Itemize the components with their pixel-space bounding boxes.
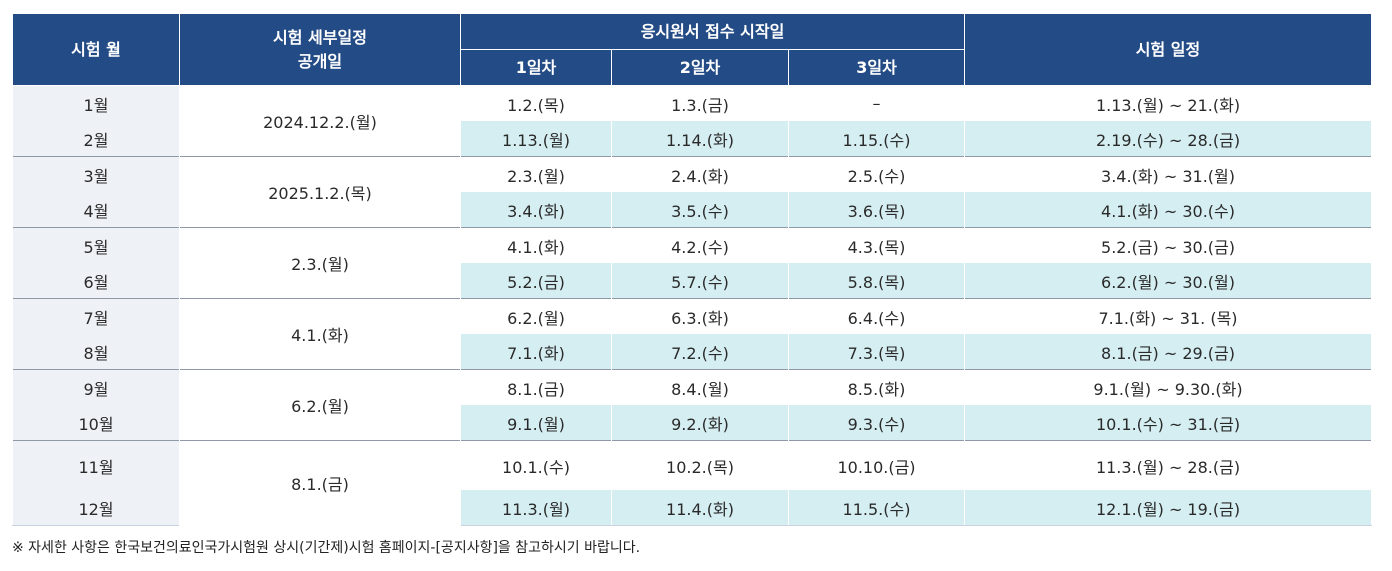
month-cell: 5월 bbox=[12, 227, 180, 263]
publish-date-cell: 4.1.(화) bbox=[179, 298, 461, 370]
table-row: 3월 2025.1.2.(목) 2.3.(월) 2.4.(화) 2.5.(수) … bbox=[12, 156, 1373, 228]
month-cell: 11월 bbox=[12, 440, 180, 490]
exam-period-cell: 9.1.(월) ~ 9.30.(화) bbox=[964, 369, 1373, 405]
table-row: 11월 8.1.(금) 10.1.(수) 10.2.(목) 10.10.(금) … bbox=[12, 440, 1373, 526]
exam-period-cell: 6.2.(월) ~ 30.(월) bbox=[964, 263, 1373, 299]
day1-cell: 6.2.(월) bbox=[460, 298, 612, 334]
table-row: 2월 1.13.(월) 1.14.(화) 1.15.(수) 2.19.(수) ~… bbox=[12, 121, 1373, 157]
publish-date-cell: 2024.12.2.(월) bbox=[179, 85, 461, 157]
exam-period-cell: 12.1.(월) ~ 19.(금) bbox=[964, 490, 1373, 526]
exam-period-cell: 7.1.(화) ~ 31. (목) bbox=[964, 298, 1373, 334]
day1-cell: 1.13.(월) bbox=[460, 121, 612, 157]
table-row: 1월 2024.12.2.(월) 1.2.(목) 1.3.(금) – 1.13.… bbox=[12, 85, 1373, 157]
table-row: 7월 4.1.(화) 6.2.(월) 6.3.(화) 6.4.(수) 7.1.(… bbox=[12, 298, 1373, 370]
day2-cell: 1.14.(화) bbox=[611, 121, 789, 157]
month-cell: 6월 bbox=[12, 263, 180, 299]
publish-date-cell: 6.2.(월) bbox=[179, 369, 461, 441]
day2-cell: 7.2.(수) bbox=[611, 334, 789, 370]
exam-schedule-table: 시험 월 시험 세부일정 공개일 응시원서 접수 시작일 시험 일정 1일차 2일… bbox=[12, 14, 1373, 526]
day3-cell: 6.4.(수) bbox=[787, 298, 966, 334]
month-cell: 8월 bbox=[12, 334, 180, 370]
exam-period-cell: 10.1.(수) ~ 31.(금) bbox=[964, 405, 1373, 441]
day2-cell: 9.2.(화) bbox=[611, 405, 789, 441]
day3-cell: 9.3.(수) bbox=[787, 405, 966, 441]
day2-cell: 4.2.(수) bbox=[611, 227, 789, 263]
day1-cell: 5.2.(금) bbox=[460, 263, 612, 299]
exam-period-cell: 8.1.(금) ~ 29.(금) bbox=[964, 334, 1373, 370]
schedule-table-container: 시험 월 시험 세부일정 공개일 응시원서 접수 시작일 시험 일정 1일차 2일… bbox=[12, 14, 1373, 526]
table-row: 9월 6.2.(월) 8.1.(금) 8.4.(월) 8.5.(화) 9.1.(… bbox=[12, 369, 1373, 441]
table-row: 12월 11.3.(월) 11.4.(화) 11.5.(수) 12.1.(월) … bbox=[12, 490, 1373, 526]
footnote: ※ 자세한 사항은 한국보건의료인국가시험원 상시(기간제)시험 홈페이지-[공… bbox=[12, 540, 641, 556]
day1-cell: 11.3.(월) bbox=[460, 490, 612, 526]
table-row: 10월 9.1.(월) 9.2.(화) 9.3.(수) 10.1.(수) ~ 3… bbox=[12, 405, 1373, 441]
day3-cell: 5.8.(목) bbox=[787, 263, 966, 299]
day3-cell: 8.5.(화) bbox=[787, 369, 966, 405]
day3-cell: – bbox=[787, 85, 966, 121]
day1-cell: 2.3.(월) bbox=[460, 156, 612, 192]
month-cell: 2월 bbox=[12, 121, 180, 157]
exam-period-cell: 5.2.(금) ~ 30.(금) bbox=[964, 227, 1373, 263]
publish-date-cell: 2.3.(월) bbox=[179, 227, 461, 299]
exam-period-cell: 11.3.(월) ~ 28.(금) bbox=[964, 440, 1373, 490]
exam-period-cell: 1.13.(월) ~ 21.(화) bbox=[964, 85, 1373, 121]
table-row: 6월 5.2.(금) 5.7.(수) 5.8.(목) 6.2.(월) ~ 30.… bbox=[12, 263, 1373, 299]
publish-date-cell: 2025.1.2.(목) bbox=[179, 156, 461, 228]
exam-period-cell: 4.1.(화) ~ 30.(수) bbox=[964, 192, 1373, 228]
table-row: 5월 2.3.(월) 4.1.(화) 4.2.(수) 4.3.(목) 5.2.(… bbox=[12, 227, 1373, 299]
header-day2: 2일차 bbox=[611, 49, 789, 86]
day2-cell: 8.4.(월) bbox=[611, 369, 789, 405]
day1-cell: 1.2.(목) bbox=[460, 85, 612, 121]
publish-date-cell: 8.1.(금) bbox=[179, 440, 461, 526]
header-day1: 1일차 bbox=[460, 49, 612, 86]
month-cell: 4월 bbox=[12, 192, 180, 228]
month-cell: 1월 bbox=[12, 85, 180, 121]
month-cell: 9월 bbox=[12, 369, 180, 405]
day1-cell: 10.1.(수) bbox=[460, 440, 612, 490]
day2-cell: 6.3.(화) bbox=[611, 298, 789, 334]
day3-cell: 11.5.(수) bbox=[787, 490, 966, 526]
header-exam-month: 시험 월 bbox=[12, 14, 180, 86]
day2-cell: 11.4.(화) bbox=[611, 490, 789, 526]
month-cell: 10월 bbox=[12, 405, 180, 441]
header-day3: 3일차 bbox=[787, 49, 966, 86]
day1-cell: 9.1.(월) bbox=[460, 405, 612, 441]
day1-cell: 8.1.(금) bbox=[460, 369, 612, 405]
day2-cell: 2.4.(화) bbox=[611, 156, 789, 192]
table-row: 8월 7.1.(화) 7.2.(수) 7.3.(목) 8.1.(금) ~ 29.… bbox=[12, 334, 1373, 370]
day2-cell: 5.7.(수) bbox=[611, 263, 789, 299]
exam-period-cell: 3.4.(화) ~ 31.(월) bbox=[964, 156, 1373, 192]
day1-cell: 3.4.(화) bbox=[460, 192, 612, 228]
day3-cell: 3.6.(목) bbox=[787, 192, 966, 228]
month-cell: 3월 bbox=[12, 156, 180, 192]
day3-cell: 7.3.(목) bbox=[787, 334, 966, 370]
day2-cell: 3.5.(수) bbox=[611, 192, 789, 228]
day2-cell: 1.3.(금) bbox=[611, 85, 789, 121]
header-application-start: 응시원서 접수 시작일 bbox=[459, 14, 966, 50]
day1-cell: 4.1.(화) bbox=[460, 227, 612, 263]
day3-cell: 1.15.(수) bbox=[787, 121, 966, 157]
day3-cell: 10.10.(금) bbox=[787, 440, 966, 490]
day3-cell: 2.5.(수) bbox=[787, 156, 966, 192]
day1-cell: 7.1.(화) bbox=[460, 334, 612, 370]
month-cell: 7월 bbox=[12, 298, 180, 334]
exam-period-cell: 2.19.(수) ~ 28.(금) bbox=[964, 121, 1373, 157]
day3-cell: 4.3.(목) bbox=[787, 227, 966, 263]
header-exam-schedule: 시험 일정 bbox=[964, 14, 1373, 86]
header-detail-publish-date: 시험 세부일정 공개일 bbox=[179, 14, 461, 86]
month-cell: 12월 bbox=[12, 490, 180, 526]
day2-cell: 10.2.(목) bbox=[611, 440, 789, 490]
table-row: 4월 3.4.(화) 3.5.(수) 3.6.(목) 4.1.(화) ~ 30.… bbox=[12, 192, 1373, 228]
